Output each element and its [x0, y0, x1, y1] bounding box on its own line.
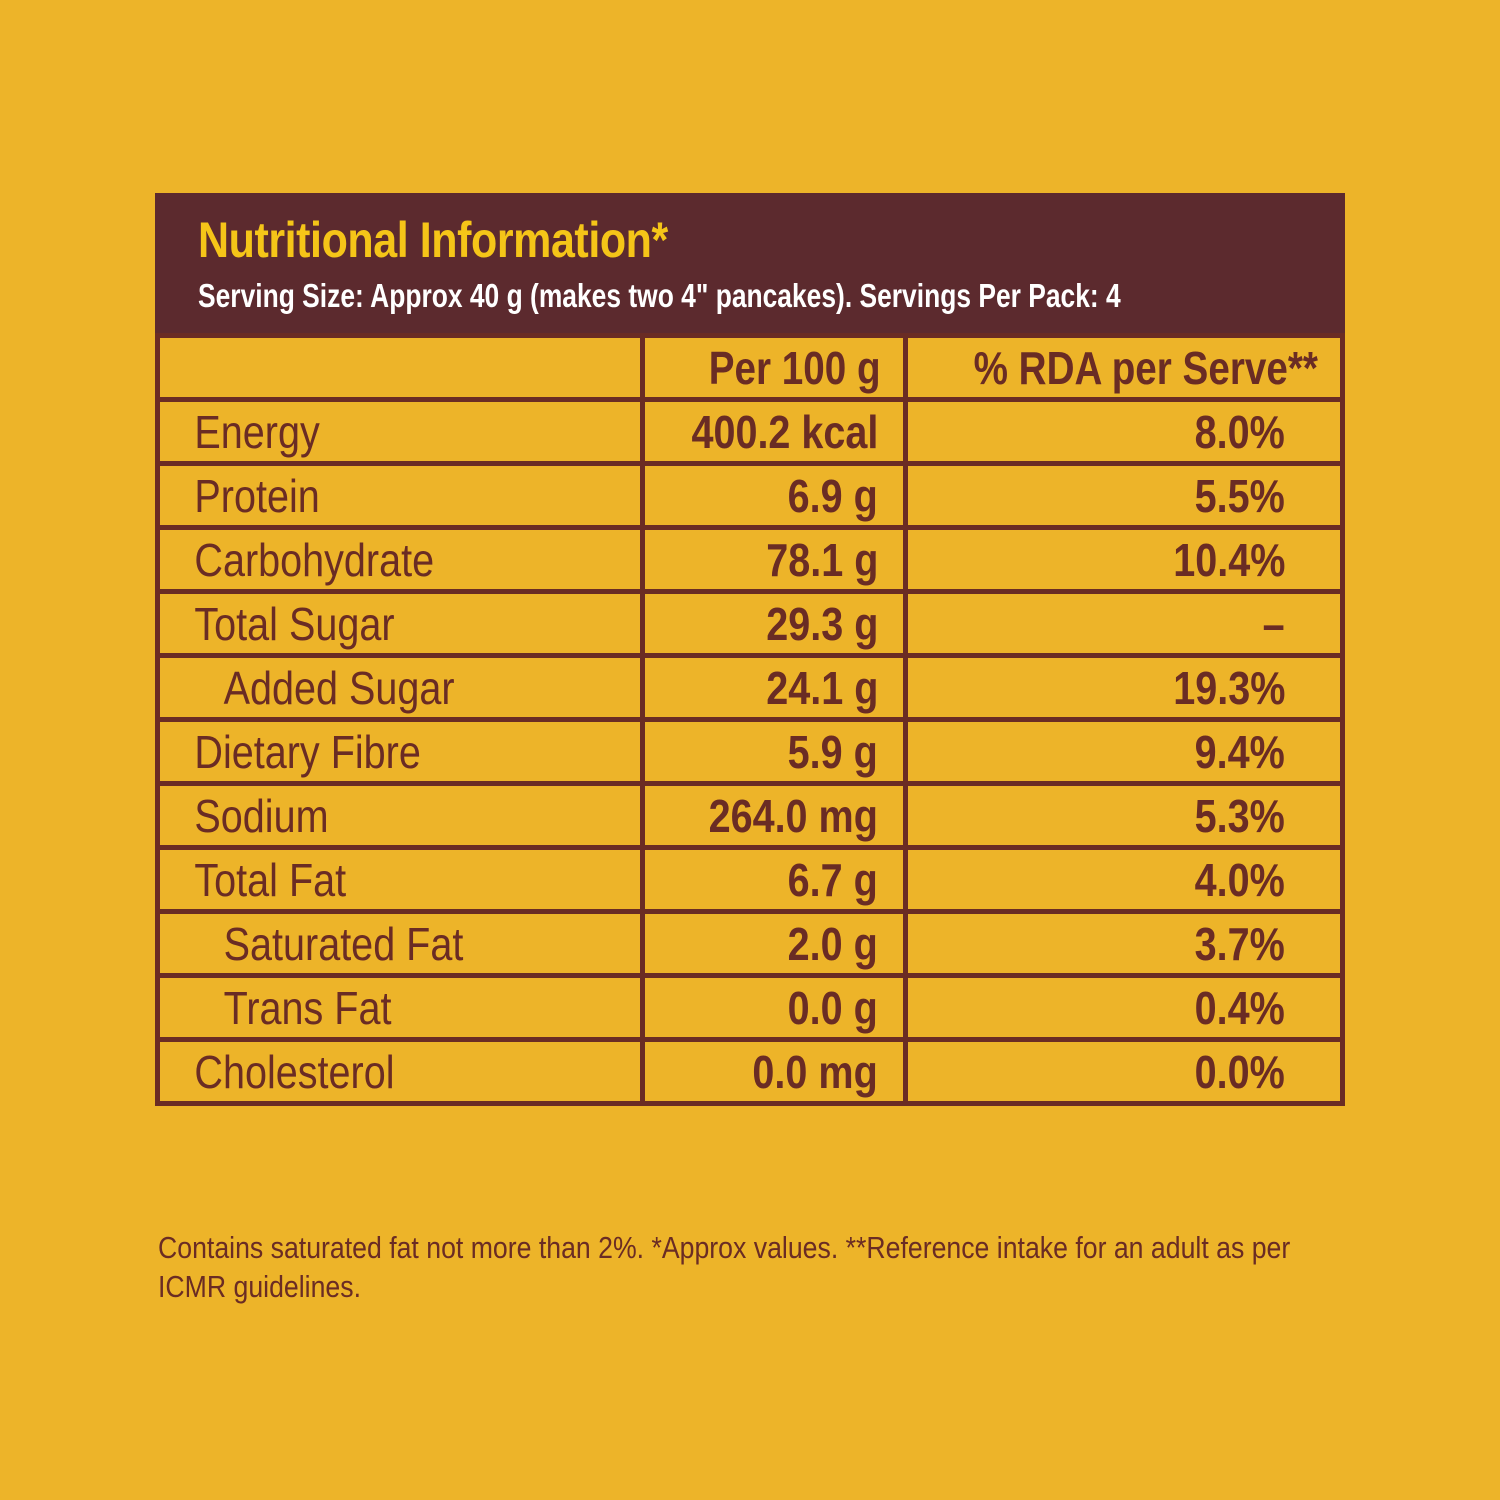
nutrient-label: Protein: [155, 461, 645, 530]
nutrient-label: Carbohydrate: [155, 525, 645, 594]
rda-value: 10.4%: [903, 525, 1345, 594]
table-row: Dietary Fibre 5.9 g 9.4%: [155, 717, 1345, 786]
nutrient-label: Added Sugar: [155, 653, 645, 722]
table-row: Carbohydrate 78.1 g 10.4%: [155, 525, 1345, 594]
per100-value: 6.7 g: [639, 845, 909, 914]
nutrition-table: Per 100 g % RDA per Serve** Energy 400.2…: [155, 333, 1345, 1106]
nutrient-label: Cholesterol: [155, 1037, 645, 1106]
serving-size-subtitle: Serving Size: Approx 40 g (makes two 4" …: [198, 277, 1121, 314]
nutrient-label: Dietary Fibre: [155, 717, 645, 786]
footnote-text: Contains saturated fat not more than 2%.…: [158, 1230, 1291, 1304]
table-row: Cholesterol 0.0 mg 0.0%: [155, 1037, 1345, 1106]
table-row: Saturated Fat 2.0 g 3.7%: [155, 909, 1345, 978]
per100-value: 6.9 g: [639, 461, 909, 530]
table-row: Added Sugar 24.1 g 19.3%: [155, 653, 1345, 722]
rda-value: 3.7%: [903, 909, 1345, 978]
nutrient-label: Total Sugar: [155, 589, 645, 658]
rda-value: 4.0%: [903, 845, 1345, 914]
table-row: Energy 400.2 kcal 8.0%: [155, 397, 1345, 466]
table-row: Total Fat 6.7 g 4.0%: [155, 845, 1345, 914]
per100-value: 0.0 mg: [639, 1037, 909, 1106]
per100-value: 0.0 g: [639, 973, 909, 1042]
per100-value: 5.9 g: [639, 717, 909, 786]
per100-value: 2.0 g: [639, 909, 909, 978]
per100-value: 29.3 g: [639, 589, 909, 658]
nutrient-label: Energy: [155, 397, 645, 466]
rda-value: 0.0%: [903, 1037, 1345, 1106]
rda-value: 0.4%: [903, 973, 1345, 1042]
table-header-row: Per 100 g % RDA per Serve**: [155, 333, 1345, 402]
nutrient-label: Total Fat: [155, 845, 645, 914]
rda-value: 8.0%: [903, 397, 1345, 466]
nutrient-label: Trans Fat: [155, 973, 645, 1042]
nutrient-label: Saturated Fat: [155, 909, 645, 978]
header-cell-nutrient: [155, 333, 645, 402]
per100-value: 78.1 g: [639, 525, 909, 594]
table-row: Trans Fat 0.0 g 0.4%: [155, 973, 1345, 1042]
rda-value: 19.3%: [903, 653, 1345, 722]
per100-value: 400.2 kcal: [639, 397, 909, 466]
rda-value: –: [903, 589, 1345, 658]
rda-value: 5.3%: [903, 781, 1345, 850]
rda-value: 5.5%: [903, 461, 1345, 530]
table-row: Protein 6.9 g 5.5%: [155, 461, 1345, 530]
table-row: Total Sugar 29.3 g –: [155, 589, 1345, 658]
per100-value: 24.1 g: [639, 653, 909, 722]
table-row: Sodium 264.0 mg 5.3%: [155, 781, 1345, 850]
page-title: Nutritional Information*: [198, 212, 668, 268]
header-cell-rda: % RDA per Serve**: [903, 333, 1345, 402]
nutrient-label: Sodium: [155, 781, 645, 850]
header-cell-per100: Per 100 g: [639, 333, 909, 402]
rda-value: 9.4%: [903, 717, 1345, 786]
per100-value: 264.0 mg: [639, 781, 909, 850]
nutrition-header-panel: Nutritional Information* Serving Size: A…: [155, 193, 1345, 333]
